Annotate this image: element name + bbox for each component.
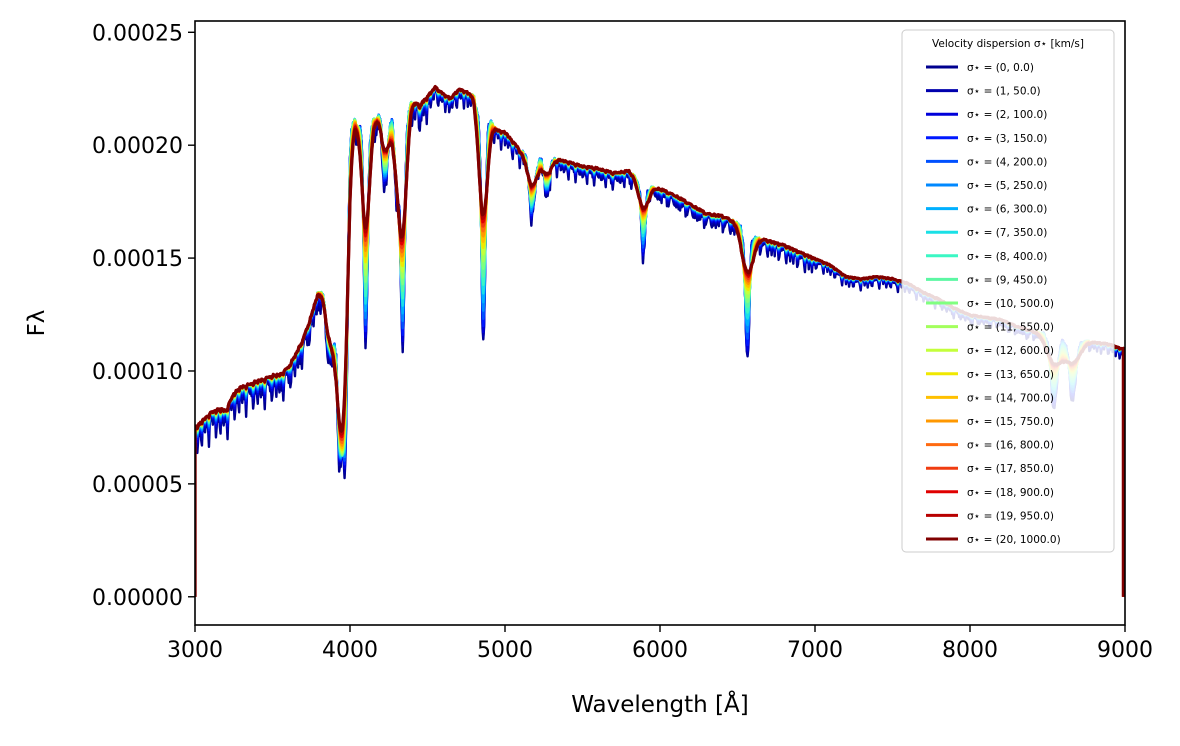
legend-entry-label: σ⋆ = (12, 600.0): [967, 345, 1054, 357]
y-tick-label: 0.00005: [92, 473, 183, 498]
legend-entry-label: σ⋆ = (20, 1000.0): [967, 534, 1061, 546]
x-tick-label: 7000: [787, 638, 843, 663]
legend-entry-label: σ⋆ = (1, 50.0): [967, 86, 1041, 98]
x-tick-label: 6000: [632, 638, 688, 663]
y-axis: 0.00000 0.00005 0.00010 0.00015 0.00020 0.000…: [92, 21, 195, 611]
x-axis: 3000 4000 5000 6000 7000 8000 9000: [167, 625, 1153, 663]
legend-entry-label: σ⋆ = (0, 0.0): [967, 62, 1034, 74]
legend-entry-label: σ⋆ = (13, 650.0): [967, 369, 1054, 381]
x-tick-label: 5000: [477, 638, 533, 663]
legend-title: Velocity dispersion σ⋆ [km/s]: [932, 38, 1084, 50]
x-tick-label: 3000: [167, 638, 223, 663]
legend-entry-label: σ⋆ = (3, 150.0): [967, 133, 1047, 145]
legend-entry-label: σ⋆ = (7, 350.0): [967, 227, 1047, 239]
x-axis-label: Wavelength [Å]: [571, 690, 748, 718]
legend-entry-label: σ⋆ = (16, 800.0): [967, 440, 1054, 452]
legend: Velocity dispersion σ⋆ [km/s] σ⋆ = (0, 0…: [901, 29, 1115, 553]
legend-entry-label: σ⋆ = (17, 850.0): [967, 463, 1054, 475]
x-tick-label: 9000: [1097, 638, 1153, 663]
legend-entry-label: σ⋆ = (18, 900.0): [967, 487, 1054, 499]
y-tick-label: 0.00015: [92, 247, 183, 272]
legend-entry-label: σ⋆ = (6, 300.0): [967, 204, 1047, 216]
legend-entry-label: σ⋆ = (8, 400.0): [967, 251, 1047, 263]
legend-entry-label: σ⋆ = (19, 950.0): [967, 510, 1054, 522]
legend-entry-label: σ⋆ = (9, 450.0): [967, 274, 1047, 286]
legend-entry-label: σ⋆ = (5, 250.0): [967, 180, 1047, 192]
legend-entry-label: σ⋆ = (10, 500.0): [967, 298, 1054, 310]
x-tick-label: 8000: [942, 638, 998, 663]
legend-entry-label: σ⋆ = (15, 750.0): [967, 416, 1054, 428]
y-tick-label: 0.00010: [92, 360, 183, 385]
legend-entry-label: σ⋆ = (11, 550.0): [967, 322, 1054, 334]
x-tick-label: 4000: [322, 638, 378, 663]
legend-entry-label: σ⋆ = (4, 200.0): [967, 156, 1047, 168]
y-tick-label: 0.00025: [92, 21, 183, 46]
y-axis-label: Fλ: [24, 310, 50, 337]
legend-entry-label: σ⋆ = (2, 100.0): [967, 109, 1047, 121]
legend-entry-label: σ⋆ = (14, 700.0): [967, 392, 1054, 404]
y-tick-label: 0.00000: [92, 586, 183, 611]
y-tick-label: 0.00020: [92, 134, 183, 159]
